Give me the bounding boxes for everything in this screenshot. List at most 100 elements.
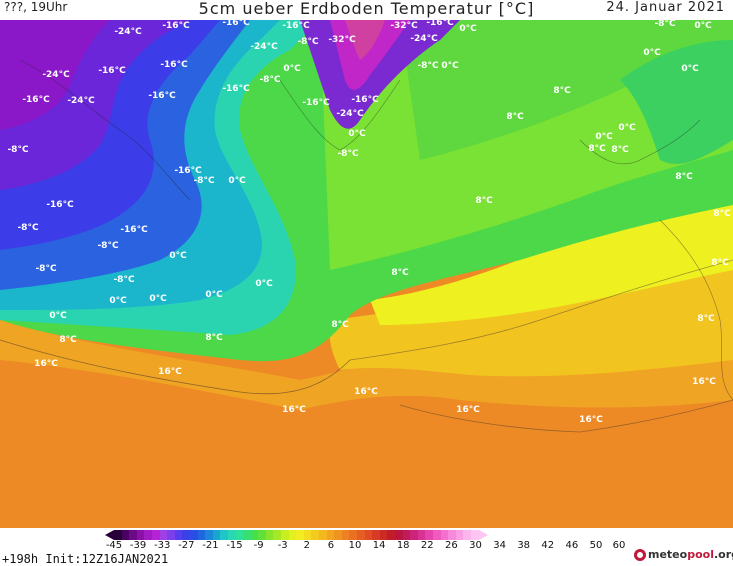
temperature-label: -24°C [410,34,438,44]
temperature-label: 0°C [283,64,301,74]
colorbar-segment [440,530,449,540]
temperature-label: 8°C [205,333,223,343]
colorbar-segment [250,530,259,540]
colorbar-segment [189,530,198,540]
temperature-label: -8°C [297,37,319,47]
colorbar-segment [281,530,289,540]
meteopool-logo[interactable]: meteo pool .org [634,548,733,561]
colorbar-tick-label: 46 [565,540,579,551]
temperature-label: -16°C [148,91,176,101]
colorbar-arrow-left [105,530,114,540]
colorbar-segment [326,530,335,540]
temperature-label: 8°C [611,145,629,155]
temperature-label: 0°C [643,48,661,58]
colorbar-segment [136,530,145,540]
temperature-label: 8°C [506,112,524,122]
logo-text-meteo: meteo [648,548,688,561]
colorbar-segment [243,530,251,540]
temperature-label: 8°C [697,314,715,324]
temperature-label: 8°C [713,209,731,219]
temperature-label: -24°C [336,109,364,119]
colorbar-tick-label: 22 [420,540,434,551]
colorbar-segment [151,530,160,540]
colorbar-tick-label: 18 [396,540,410,551]
map-footer: -45 -39 -33 -27 -21 -15 -9 -3 2 6 10 14 18 22 26 30 34 38… [0,528,733,566]
temperature-label: 0°C [49,311,67,321]
colorbar-tick-label: -27 [178,540,195,551]
temperature-label: 0°C [595,132,613,142]
colorbar-segment [174,530,183,540]
temperature-label: 16°C [158,367,182,377]
colorbar-segment [470,530,479,540]
colorbar-segment [319,530,327,540]
temperature-label: -32°C [390,21,418,31]
valid-time: ???, 19Uhr [4,0,68,14]
colorbar-segment [288,530,297,540]
colorbar-segment [425,530,433,540]
temperature-label: -24°C [42,70,70,80]
temperature-label: -8°C [337,149,359,159]
temperature-label: -16°C [351,95,379,105]
temperature-label: 0°C [348,129,366,139]
colorbar-tick-label: 50 [589,540,603,551]
colorbar-segment [402,530,411,540]
temperature-label: -16°C [222,84,250,94]
colorbar-segment [303,530,312,540]
temperature-label: -8°C [193,176,215,186]
color-scale-bar [105,530,488,540]
temperature-label: -32°C [328,35,356,45]
temperature-label: -16°C [302,98,330,108]
colorbar-segment [455,530,464,540]
colorbar-segment [432,530,441,540]
temperature-label: 0°C [618,123,636,133]
colorbar-segment [417,530,426,540]
temperature-label: -16°C [162,21,190,31]
temperature-label: -8°C [7,145,29,155]
temperature-label: 0°C [149,294,167,304]
temperature-label: 8°C [59,335,77,345]
temperature-label: 16°C [34,359,58,369]
colorbar-tick-label: 34 [493,540,506,551]
temperature-label: -16°C [22,95,50,105]
temperature-label: -8°C [259,75,281,85]
temperature-label: -16°C [46,200,74,210]
colorbar-segment [205,530,213,540]
colorbar-segment [265,530,274,540]
color-scale-ticks: -45 -39 -33 -27 -21 -15 -9 -3 2 6 10 14 18 22 26 30 34 38… [106,540,634,554]
temperature-label: -8°C [417,61,439,71]
colorbar-segment [114,530,122,540]
colorbar-segment [357,530,365,540]
temperature-label: -16°C [222,20,250,28]
colorbar-arrow-right [478,530,488,540]
logo-text-pool: pool [687,548,714,561]
temperature-label: 8°C [391,268,409,278]
temperature-label: -16°C [160,60,188,70]
temperature-label: -24°C [250,42,278,52]
temperature-label: -8°C [654,20,676,29]
colorbar-segment [394,530,403,540]
colorbar-segment [167,530,175,540]
colorbar-tick-label: 30 [469,540,482,551]
map-date: 24. Januar 2021 [606,0,725,15]
meteopool-icon [634,548,646,561]
colorbar-tick-label: 38 [517,540,531,551]
temperature-label: 16°C [692,377,716,387]
temperature-label: 8°C [588,144,606,154]
temperature-label: 0°C [681,64,699,74]
temperature-label: 0°C [109,296,127,306]
colorbar-tick-label: -3 [277,540,288,551]
colorbar-segment [463,530,471,540]
colorbar-segment [410,530,418,540]
logo-text-org: .org [713,548,733,561]
colorbar-segment [273,530,282,540]
map-title: 5cm ueber Erdboden Temperatur [°C] [198,0,535,18]
temperature-label: 0°C [459,24,477,34]
colorbar-segment [341,530,350,540]
colorbar-tick-label: -21 [202,540,219,551]
colorbar-segment [334,530,342,540]
colorbar-segment [448,530,456,540]
temperature-label: 0°C [228,176,246,186]
temperature-label: 8°C [475,196,493,206]
colorbar-segment [121,530,130,540]
colorbar-segment [144,530,152,540]
